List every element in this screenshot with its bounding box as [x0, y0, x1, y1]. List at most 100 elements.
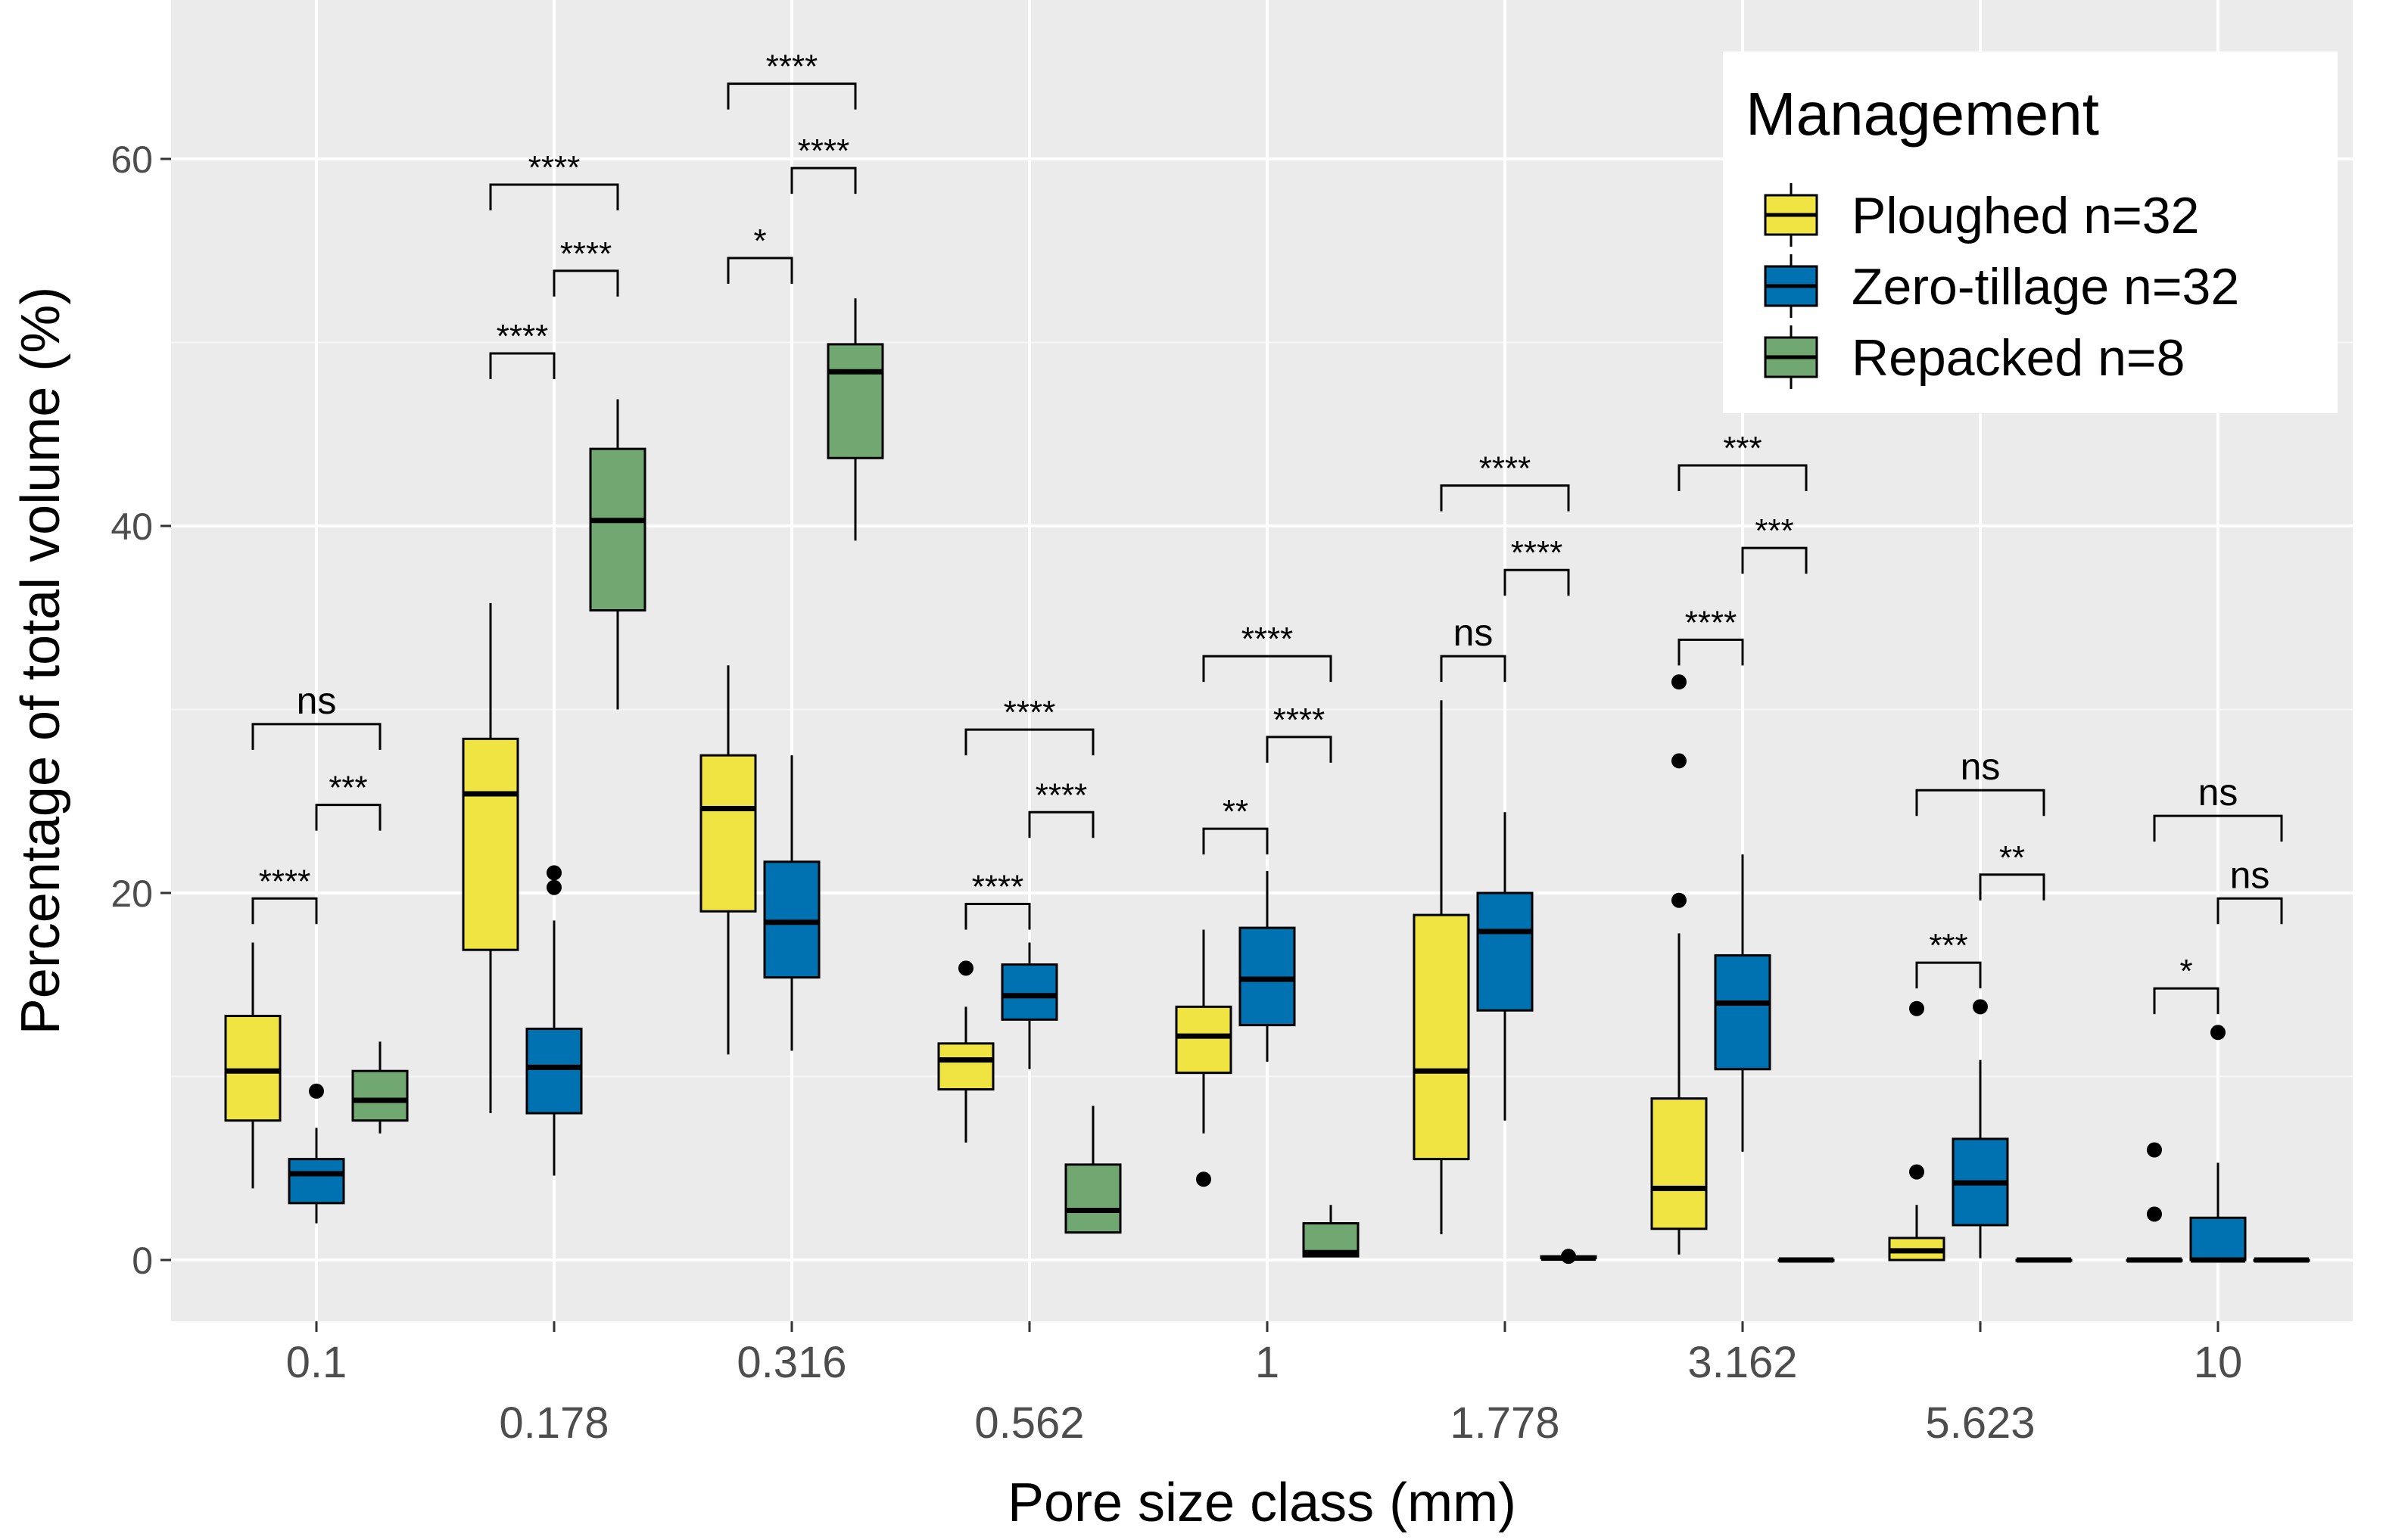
box-iqr — [2189, 1216, 2247, 1262]
significance-label: **** — [497, 318, 549, 355]
y-tick-label: 60 — [111, 138, 153, 181]
box-zero-tillage-5 — [1476, 812, 1534, 1121]
box-repacked-8 — [2253, 1257, 2310, 1263]
legend-item-label: Repacked n=8 — [1852, 329, 2185, 387]
box-iqr — [1413, 913, 1470, 1161]
box-zero-tillage-8 — [2189, 1025, 2247, 1263]
box-iqr — [1064, 1163, 1122, 1234]
significance-bracket — [553, 269, 619, 297]
box-iqr — [1238, 926, 1296, 1027]
significance-label: ** — [1999, 839, 2025, 876]
box-iqr — [589, 447, 646, 612]
significance-label: *** — [1755, 512, 1793, 549]
box-iqr — [1001, 963, 1058, 1021]
significance-label: * — [753, 222, 766, 260]
outlier-point — [2147, 1206, 2162, 1222]
x-tick-label: 10 — [2194, 1338, 2243, 1387]
legend-background — [1723, 51, 2338, 413]
significance-bracket — [2153, 987, 2219, 1015]
box-repacked-3 — [1064, 1106, 1122, 1234]
outlier-point — [547, 879, 562, 895]
box-iqr — [462, 737, 519, 951]
legend: Management Ploughed n=32 Zero-tillage n=3… — [1723, 51, 2338, 413]
significance-bracket — [2216, 897, 2283, 925]
significance-bracket — [1028, 810, 1095, 838]
significance-label: ns — [297, 680, 337, 722]
y-axis-title: Percentage of total volume (%) — [11, 287, 71, 1035]
box-iqr — [224, 1014, 282, 1122]
legend-title: Management — [1746, 80, 2099, 148]
box-zero-tillage-2 — [763, 755, 821, 1051]
significance-label: **** — [1241, 621, 1294, 658]
box-repacked-1 — [589, 399, 646, 710]
box-ploughed-5 — [1413, 700, 1470, 1235]
x-tick-label: 0.178 — [499, 1398, 609, 1448]
significance-bracket — [727, 82, 857, 110]
significance-label: **** — [1511, 534, 1563, 571]
x-axis: 0.1 0.178 0.316 0.562 1 1.778 3.162 5.623 10 — [286, 1321, 2243, 1448]
legend-item-label: Ploughed n=32 — [1852, 187, 2199, 244]
legend-item-zero-tillage: Zero-tillage n=32 — [1764, 254, 2239, 318]
outlier-point — [1909, 1164, 1924, 1180]
box-iqr — [1714, 954, 1771, 1071]
x-tick-label: 0.1 — [286, 1338, 347, 1387]
x-axis-title: Pore size class (mm) — [1008, 1473, 1516, 1533]
outlier-point — [1671, 892, 1687, 908]
significance-label: **** — [1685, 604, 1737, 641]
significance-bracket — [1979, 873, 2045, 901]
significance-label: **** — [766, 48, 818, 86]
significance-bracket — [964, 728, 1095, 756]
outlier-point — [1561, 1249, 1576, 1265]
significance-bracket — [489, 183, 619, 210]
significance-bracket — [1440, 484, 1570, 512]
outlier-point — [958, 960, 973, 976]
box-ploughed-2 — [699, 665, 757, 1055]
significance-brackets: *******ns*******************************… — [251, 48, 2283, 1015]
significance-bracket — [1677, 464, 1808, 491]
box-repacked-5 — [1540, 1249, 1597, 1265]
box-zero-tillage-3 — [1001, 942, 1058, 1069]
box-ploughed-6 — [1650, 674, 1708, 1255]
box-iqr — [763, 860, 821, 979]
outlier-point — [1671, 674, 1687, 690]
significance-label: ns — [1961, 745, 2001, 788]
significance-bracket — [315, 804, 382, 831]
significance-label: **** — [560, 235, 612, 272]
significance-bracket — [1266, 736, 1332, 763]
box-repacked-2 — [827, 298, 884, 541]
significance-label: **** — [1036, 776, 1088, 814]
outlier-point — [1671, 753, 1687, 769]
outlier-point — [2147, 1142, 2162, 1158]
significance-bracket — [1741, 546, 1808, 574]
significance-label: **** — [259, 863, 311, 900]
x-tick-label: 1 — [1255, 1338, 1279, 1387]
box-iqr — [288, 1158, 345, 1205]
significance-bracket — [1677, 638, 1744, 666]
box-iqr — [699, 754, 757, 913]
significance-bracket — [251, 897, 318, 925]
significance-label: **** — [972, 869, 1024, 906]
significance-bracket — [1202, 827, 1269, 855]
significance-label: **** — [798, 132, 850, 170]
box-iqr — [1175, 1005, 1232, 1075]
box-iqr — [525, 1027, 583, 1115]
box-repacked-4 — [1302, 1205, 1360, 1258]
significance-label: *** — [1929, 927, 1967, 964]
x-tick-label: 3.162 — [1687, 1338, 1797, 1387]
box-ploughed-8 — [2126, 1142, 2183, 1263]
x-tick-label: 1.778 — [1450, 1398, 1559, 1448]
x-tick-label: 0.562 — [974, 1398, 1084, 1448]
box-ploughed-7 — [1888, 1000, 1945, 1262]
box-iqr — [937, 1042, 995, 1090]
significance-label: *** — [1723, 430, 1762, 467]
significance-bracket — [964, 903, 1031, 930]
x-tick-label: 5.623 — [1925, 1398, 2035, 1448]
outlier-point — [309, 1083, 324, 1099]
outlier-point — [1196, 1171, 1211, 1187]
legend-item-ploughed: Ploughed n=32 — [1764, 183, 2199, 247]
box-zero-tillage-7 — [1952, 999, 2009, 1258]
significance-label: **** — [528, 149, 581, 186]
significance-bracket — [790, 166, 857, 194]
significance-label: ** — [1223, 793, 1248, 830]
significance-bracket — [1915, 961, 1982, 989]
